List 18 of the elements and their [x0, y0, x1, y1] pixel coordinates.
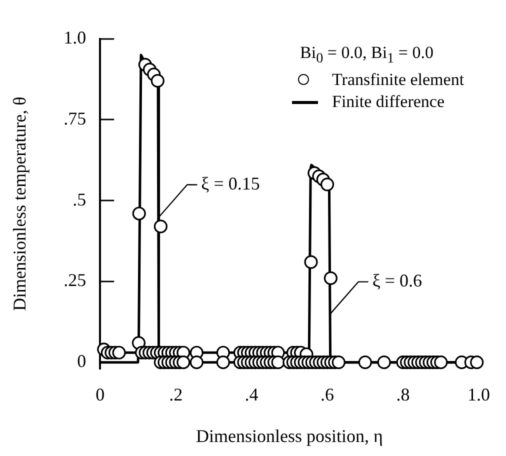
annotation: ξ = 0.15	[201, 173, 260, 194]
y-tick-label: .75	[64, 108, 86, 128]
y-tick-label: .25	[64, 270, 86, 290]
annotation: ξ = 0.6	[372, 270, 422, 291]
x-tick-label: .2	[169, 384, 183, 404]
legend-label: Transfinite element	[332, 69, 464, 92]
x-tick-label: .8	[396, 384, 410, 404]
legend-title: Bi$_{0}$ = 0.0, Bi$_{1}$ = 0.0	[299, 42, 434, 68]
x-tick-label: 0	[96, 384, 105, 404]
y-tick-label: .5	[72, 189, 86, 210]
x-axis-title: Dimensionless position, η	[196, 426, 383, 446]
y-tick-label: 0	[77, 351, 86, 372]
y-tick-label: 1.0	[64, 28, 86, 48]
y-axis-title: Dimensionless temperature, θ	[10, 96, 30, 311]
x-tick-label: .6	[320, 384, 334, 404]
x-tick-label: 1.0	[468, 384, 490, 404]
x-tick-label: .4	[244, 384, 258, 404]
legend-label: Finite difference	[332, 91, 445, 114]
